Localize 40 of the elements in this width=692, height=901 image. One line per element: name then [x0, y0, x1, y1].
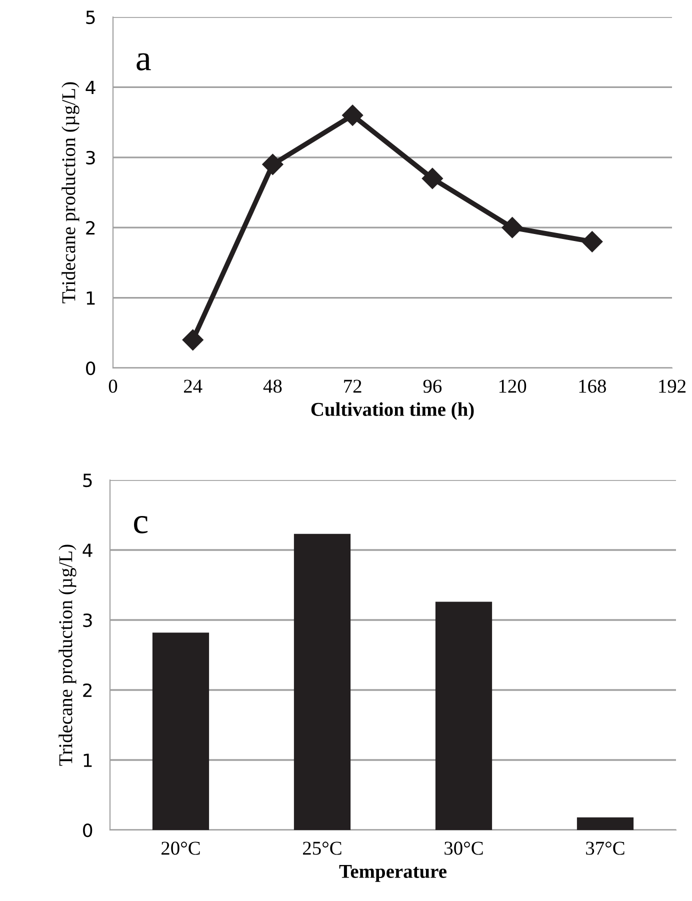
y-tick-label: 1 [84, 754, 92, 767]
point [182, 329, 204, 350]
point [422, 168, 443, 189]
y-tick-label: 3 [86, 150, 95, 165]
x-tick-label: 120 [499, 380, 526, 393]
y-tick-label: 5 [83, 474, 92, 488]
bar [435, 602, 492, 830]
y-tick-label: 5 [86, 10, 95, 24]
y-tick-label: 4 [86, 80, 96, 94]
x-tick-label: 96 [423, 380, 442, 393]
y-tick-label: 2 [83, 683, 92, 697]
y-tick-label: 2 [86, 221, 95, 234]
x-tick-label: 192 [659, 380, 686, 393]
x-tick-label: 25°C [303, 842, 342, 855]
point [502, 217, 523, 238]
bar [152, 632, 210, 830]
x-axis-title: Temperature [339, 865, 447, 882]
x-tick-label: 24 [184, 380, 202, 393]
x-tick-label: 37°C [586, 842, 624, 855]
annotation: a [136, 53, 151, 70]
x-tick-label: 72 [344, 380, 362, 393]
point [262, 154, 284, 175]
x-tick-label: 0 [108, 380, 118, 393]
annotation: c [134, 516, 148, 534]
point [342, 104, 364, 126]
y-tick-label: 4 [82, 544, 92, 557]
y-axis-title: Tridecane production (µg/L) [58, 544, 76, 766]
point [582, 231, 603, 252]
x-tick-label: 48 [263, 380, 282, 393]
y-tick-label: 0 [86, 361, 96, 376]
y-tick-label: 1 [86, 291, 95, 305]
bar [576, 817, 634, 830]
y-tick-label: 0 [83, 823, 92, 838]
x-tick-label: 30°C [444, 842, 483, 855]
x-tick-label: 20°C [162, 842, 200, 855]
x-tick-label: 168 [579, 380, 606, 393]
x-axis-title: Cultivation time (h) [311, 402, 474, 420]
bar [294, 534, 351, 830]
y-axis-title: Tridecane production (µg/L) [62, 82, 80, 304]
y-tick-label: 3 [83, 613, 92, 628]
